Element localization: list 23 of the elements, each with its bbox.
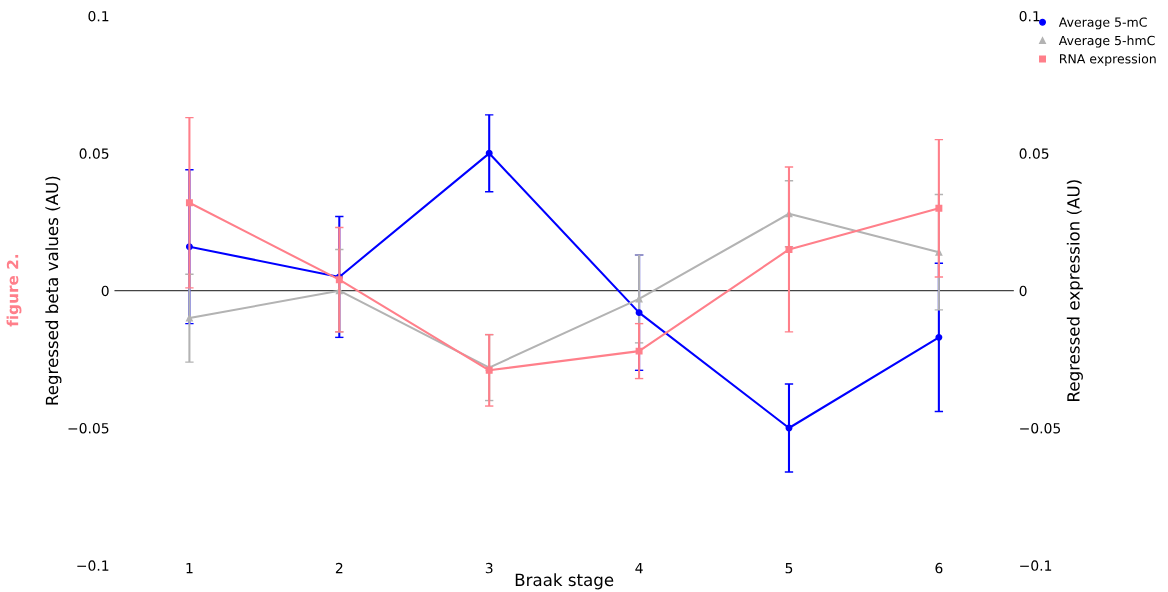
legend-label: Average 5-hmC bbox=[1058, 35, 1155, 48]
y-tick-label: −0.05 bbox=[68, 422, 109, 434]
y-tick-label: −0.1 bbox=[77, 560, 109, 571]
x-tick-label: 1 bbox=[186, 563, 193, 574]
x-axis-title: Braak stage bbox=[515, 573, 614, 590]
caption: figure 2. bbox=[6, 254, 22, 327]
legend-label: Average 5-mC bbox=[1058, 17, 1147, 30]
legend-label: RNA expression bbox=[1059, 53, 1156, 66]
x-tick-label: 2 bbox=[335, 562, 343, 574]
y2-tick-label: −0.1 bbox=[1020, 560, 1052, 571]
y-tick-label: 0.05 bbox=[79, 148, 109, 159]
x-tick-label: 3 bbox=[485, 562, 493, 574]
y-axis-title: Regressed beta values (AU) bbox=[45, 176, 62, 405]
y2-tick-label: −0.05 bbox=[1020, 422, 1061, 434]
y-tick-label: 0.1 bbox=[88, 10, 109, 22]
y2-tick-label: 0 bbox=[1019, 285, 1027, 297]
y-tick-label: 0 bbox=[101, 285, 109, 297]
x-tick-label: 6 bbox=[935, 562, 943, 574]
y2-axis-title: Regressed expression (AU) bbox=[1066, 180, 1083, 401]
y2-tick-label: 0.1 bbox=[1019, 10, 1040, 22]
x-tick-label: 5 bbox=[785, 563, 793, 574]
x-tick-label: 4 bbox=[635, 563, 643, 574]
y2-tick-label: 0.05 bbox=[1019, 148, 1049, 159]
